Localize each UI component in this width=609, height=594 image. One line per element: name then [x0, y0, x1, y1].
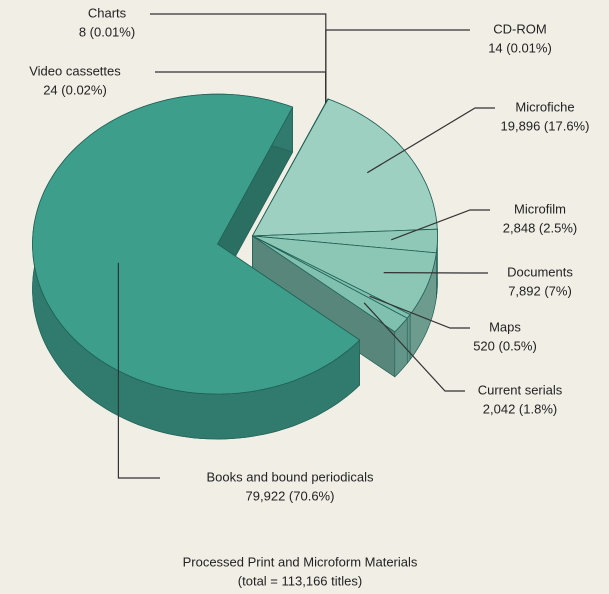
value-label: 24 (0.02%): [43, 82, 107, 97]
category-label: Documents: [507, 264, 573, 279]
category-label: Charts: [88, 5, 127, 20]
slice-wall: [406, 313, 411, 365]
category-label: Maps: [489, 319, 521, 334]
category-label: Books and bound periodicals: [207, 469, 374, 484]
value-label: 19,896 (17.6%): [501, 118, 590, 133]
leader-line: [369, 295, 470, 329]
leader-line: [366, 107, 495, 174]
value-label: 2,848 (2.5%): [503, 220, 577, 235]
category-label: Microfiche: [515, 99, 574, 114]
chart-title: Processed Print and Microform Materials: [183, 554, 418, 569]
slice: [32, 93, 361, 395]
leader-line: [363, 302, 465, 392]
category-label: Video cassettes: [29, 63, 121, 78]
leader-line: [325, 29, 470, 104]
chart-subtitle: (total = 113,166 titles): [238, 573, 362, 588]
category-label: CD-ROM: [493, 21, 546, 36]
leader-line: [390, 209, 490, 241]
category-label: Microfilm: [514, 201, 566, 216]
value-label: 8 (0.01%): [79, 24, 135, 39]
value-label: 520 (0.5%): [473, 338, 537, 353]
value-label: 14 (0.01%): [488, 40, 552, 55]
category-label: Current serials: [478, 382, 563, 397]
slice: [251, 98, 438, 237]
slice: [252, 228, 438, 254]
value-label: 2,042 (1.8%): [483, 401, 557, 416]
slice: [252, 235, 437, 316]
value-label: 7,892 (7%): [508, 283, 572, 298]
leader-line: [117, 262, 160, 479]
value-label: 79,922 (70.6%): [246, 488, 335, 503]
